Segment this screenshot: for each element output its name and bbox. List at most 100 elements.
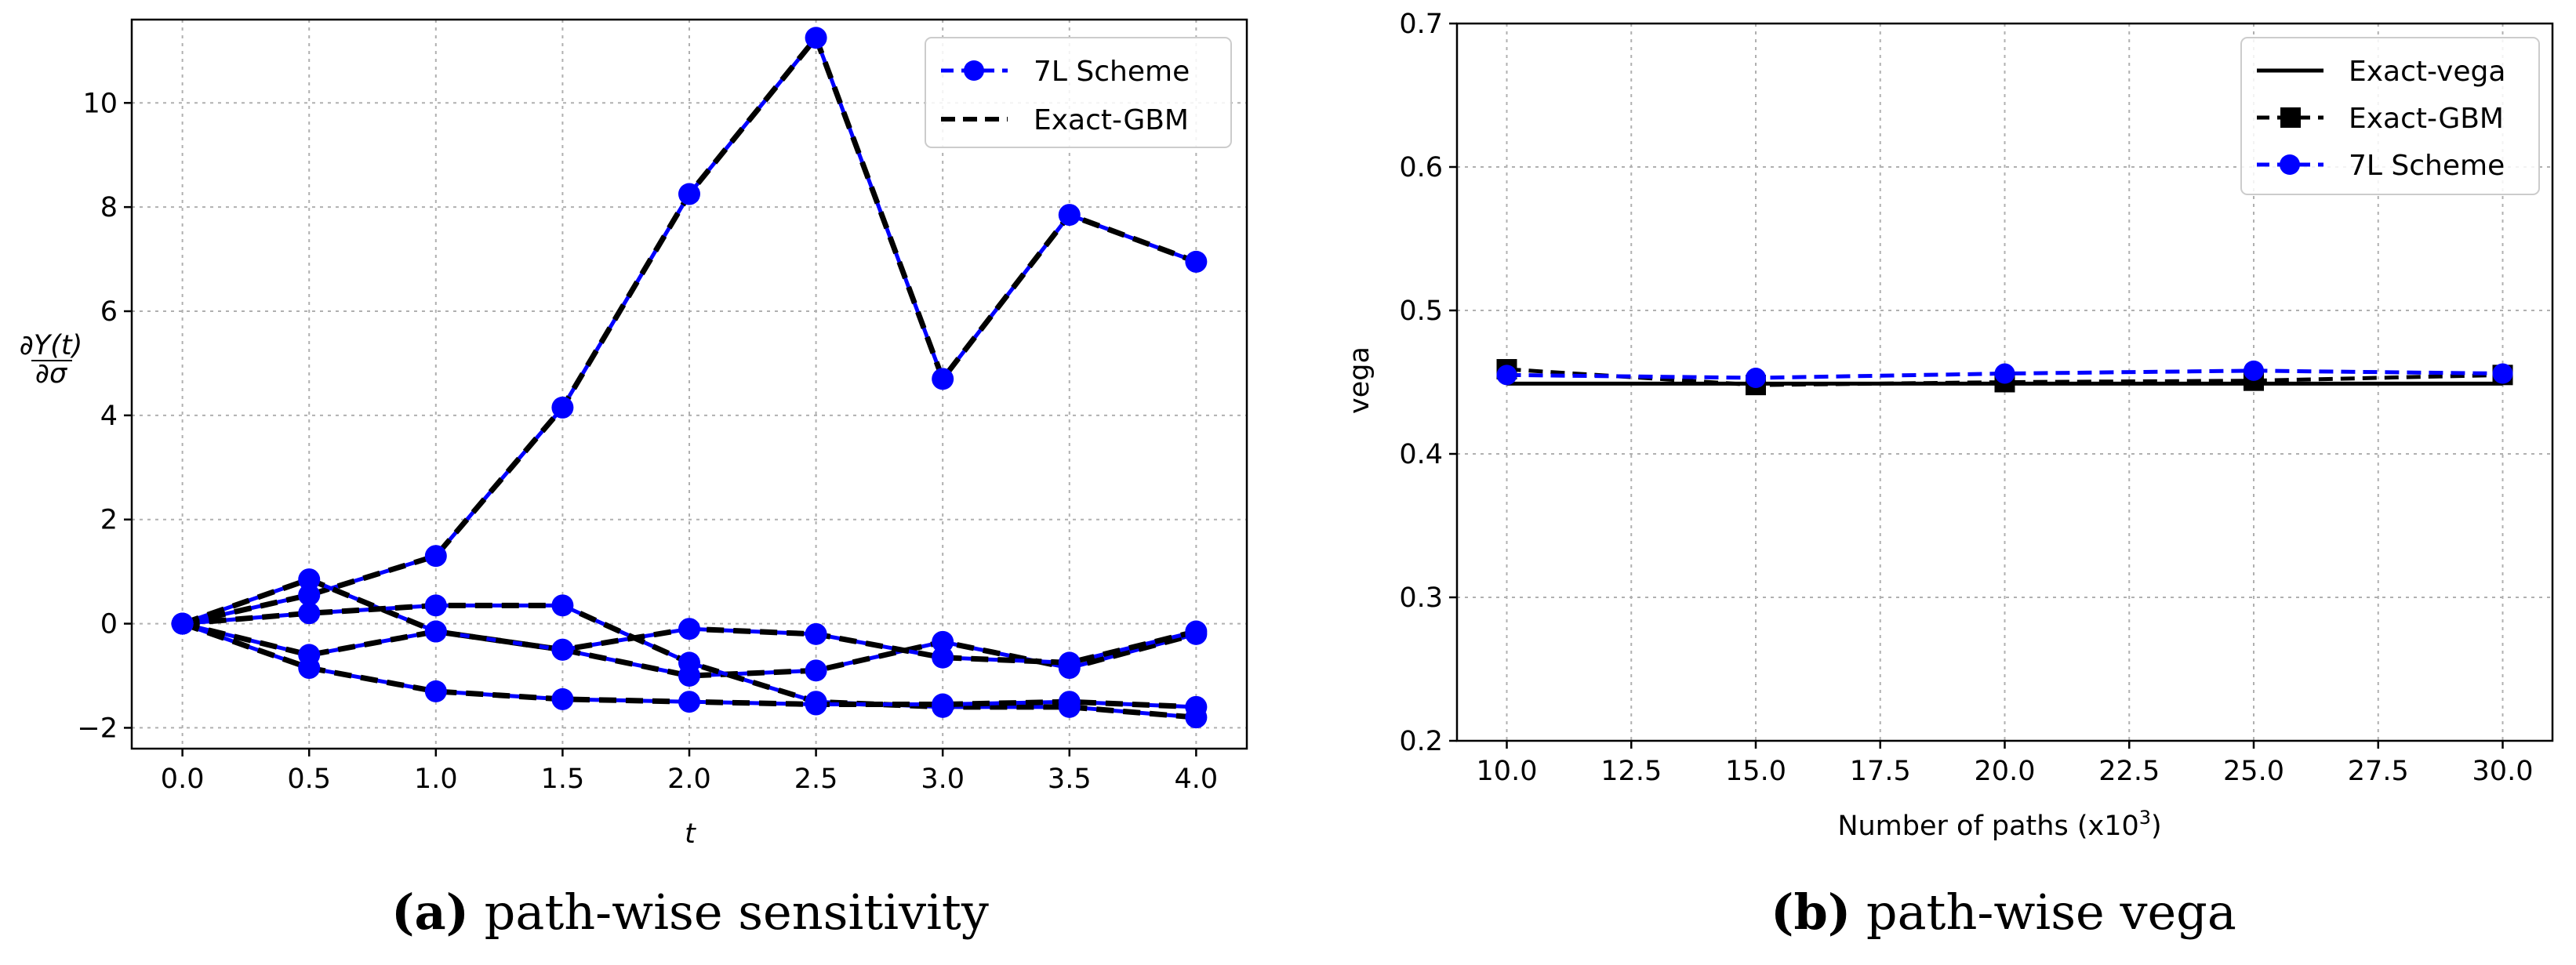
scheme-point-path-4 [932,646,954,669]
scheme-point-path-5 [424,680,447,702]
scheme-point-path-1 [424,545,447,568]
scheme-point [2492,363,2513,384]
scheme-point-path-1 [1058,204,1081,227]
scheme-point [1994,363,2015,384]
caption-b: (b) path-wise vega [1771,883,2236,941]
legend-a: 7L Scheme Exact-GBM [925,37,1232,148]
legend-label-exact-gbm: Exact-GBM [1034,104,1189,136]
x-tick-label: 1.0 [414,764,458,795]
legend-label-exact-vega: Exact-vega [2349,56,2505,88]
legend-marker-7l-scheme-b [2280,154,2300,175]
exact-gbm-line [1506,367,2503,387]
caption-b-text: path-wise vega [1851,883,2236,941]
x-ticks-b: 10.0 12.5 15.0 17.5 20.0 22.5 25.0 27.5 30.0 [1477,741,2534,787]
scheme-point-path-5 [678,691,700,713]
scheme-point-path-3 [424,594,447,617]
scheme-point-path-1 [805,27,827,49]
scheme-point-path-5 [1185,695,1208,718]
y-tick-label: 6 [100,296,118,328]
scheme-point-path-4 [678,618,700,640]
x-tick-label: 2.0 [667,764,711,795]
x-tick-label: 12.5 [1600,756,1662,787]
y-ticks-b: 0.2 0.3 0.4 0.5 0.6 0.7 [1399,9,1457,757]
legend-marker-exact-gbm-b [2280,107,2301,128]
x-axis-label-a: t [685,818,696,850]
scheme-point-path-3 [678,651,700,674]
x-tick-label: 1.5 [541,764,585,795]
x-tick-label: 27.5 [2348,756,2409,787]
x-tick-label: 17.5 [1850,756,1911,787]
y-tick-label: 0.5 [1399,296,1443,327]
grid-b [1457,23,2552,742]
x-axis-label-b-close: ) [2151,811,2162,842]
legend-b: Exact-vega Exact-GBM 7L Scheme [2240,37,2540,195]
x-axis-label-b-main: Number of paths (x10 [1837,811,2138,842]
y-tick-label: 2 [100,505,118,536]
scheme-point-path-3 [551,594,574,617]
y-ticks-a: −2 0 2 4 6 8 10 [77,88,132,744]
x-tick-label: 3.5 [1048,764,1092,795]
legend-label-exact-gbm-b: Exact-GBM [2349,103,2504,135]
y-tick-label: 0.2 [1399,726,1443,757]
y-axis-label-a: ∂Y(t) ∂σ [20,330,83,390]
x-tick-label: 10.0 [1477,756,1538,787]
y-tick-label: 4 [100,401,118,432]
legend-label-7l-scheme: 7L Scheme [1034,56,1190,88]
scheme-point-path-1 [298,584,321,607]
x-tick-label: 25.0 [2223,756,2284,787]
scheme-point-path-3 [298,602,321,625]
x-tick-label: 3.0 [921,764,965,795]
y-tick-label: 8 [100,192,118,223]
scheme-point-path-5 [1058,691,1081,713]
x-tick-label: 0.0 [161,764,205,795]
caption-a-label: (a) [391,883,469,941]
caption-a-text: path-wise sensitivity [469,883,989,941]
x-tick-label: 4.0 [1175,764,1219,795]
legend-marker-7l-scheme [964,60,984,81]
y-tick-label: 10 [82,88,118,119]
scheme-point-path-4 [551,638,574,661]
scheme-point-path-5 [551,687,574,710]
scheme-line [1506,368,2503,380]
y-tick-label: −2 [77,713,118,744]
scheme-point-path-1 [678,183,700,205]
scheme-point-path-4 [805,622,827,645]
x-tick-label: 15.0 [1725,756,1786,787]
x-tick-label: 22.5 [2098,756,2160,787]
scheme-point-path-1 [932,368,954,390]
scheme-point-path-4 [424,620,447,643]
x-tick-label: 0.5 [287,764,331,795]
scheme-point-path-1 [551,396,574,419]
scheme-point-path-4 [1185,620,1208,643]
scheme-point-path-5 [171,612,194,635]
x-tick-label: 2.5 [794,764,838,795]
scheme-point-path-5 [298,657,321,680]
y-tick-label: 0.3 [1399,582,1443,614]
legend-box-a [925,37,1232,148]
x-tick-label: 30.0 [2472,756,2534,787]
y-tick-label: 0.6 [1399,152,1443,183]
x-axis-label-b-sup: 3 [2139,807,2151,829]
chart-panel-b: 10.0 12.5 15.0 17.5 20.0 22.5 25.0 27.5 30.0 0.2… [1344,9,2554,941]
y-axis-label-b: vega [1344,346,1375,414]
caption-a: (a) path-wise sensitivity [391,883,989,941]
legend-label-7l-scheme-b: 7L Scheme [2349,150,2505,182]
scheme-point-path-5 [805,693,827,716]
x-axis-label-b: Number of paths (x103) [1837,807,2161,842]
series-markers-b [1496,359,2513,396]
y-axis-label-denominator: ∂σ [35,358,68,390]
scheme-point-path-2 [805,659,827,682]
y-tick-label: 0.7 [1399,9,1443,40]
scheme-point-path-1 [1185,250,1208,273]
caption-b-label: (b) [1771,883,1851,941]
x-tick-label: 20.0 [1975,756,2036,787]
scheme-point [1746,368,1766,389]
scheme-point-path-2 [932,630,954,653]
scheme-point [2244,360,2264,381]
scheme-point-path-2 [298,568,321,591]
y-axis-label-numerator: ∂Y(t) [20,330,83,361]
legend-box-b [2240,37,2540,195]
x-ticks-a: 0.0 0.5 1.0 1.5 2.0 2.5 3.0 3.5 4.0 [161,749,1218,795]
